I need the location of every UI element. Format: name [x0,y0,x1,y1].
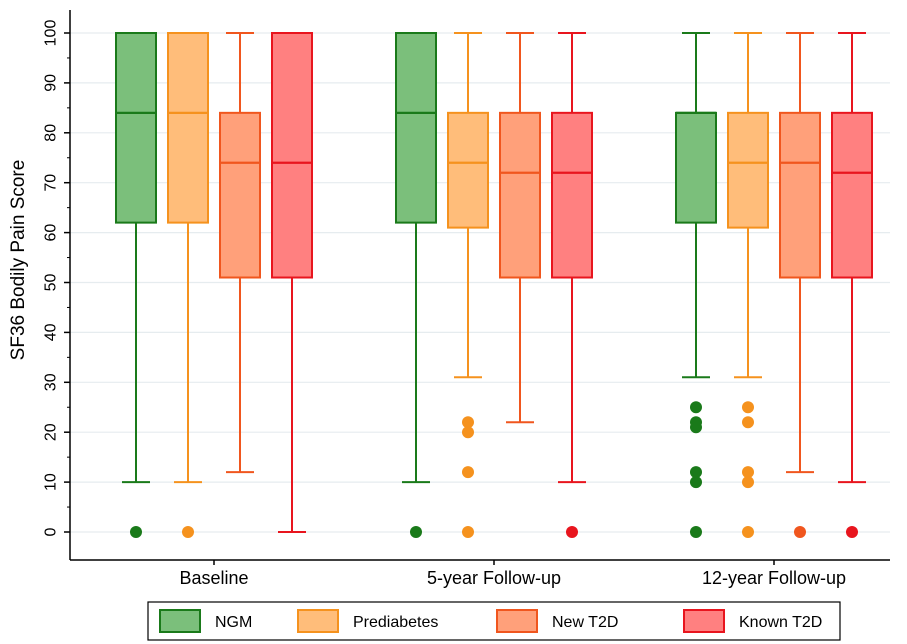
legend-item: Known T2D [683,609,822,633]
y-tick-label: 100 [43,20,60,47]
outlier-point [846,526,858,538]
legend-item: New T2D [496,609,618,633]
y-tick-label: 40 [43,323,60,341]
outlier-point [742,526,754,538]
box-ngm [395,32,437,538]
box-new-t2d [779,32,821,538]
legend-swatch [159,609,201,633]
box-iqr [447,111,489,229]
y-tick-label: 60 [43,224,60,242]
y-tick-label: 10 [43,473,60,491]
box-known-t2d [551,32,593,538]
legend-item: Prediabetes [297,609,438,633]
box-iqr [219,111,261,279]
box-iqr [727,111,769,229]
box-iqr [499,111,541,279]
y-tick-label: 70 [43,174,60,192]
box-iqr [831,111,873,279]
x-category-label: 12-year Follow-up [702,568,846,588]
box-iqr [271,32,313,279]
legend-item: NGM [159,609,252,633]
x-category-label: 5-year Follow-up [427,568,561,588]
outlier-point [462,526,474,538]
box-iqr [675,111,717,224]
outlier-point [742,466,754,479]
outlier-point [462,466,474,479]
legend-label: New T2D [552,614,618,631]
outlier-point [690,401,702,414]
outlier-point [130,526,142,538]
y-tick-label: 80 [43,124,60,142]
outlier-point [410,526,422,538]
y-tick-label: 30 [43,373,60,391]
legend-label: NGM [215,614,252,631]
outlier-point [690,416,702,429]
legend-swatch [297,609,339,633]
outlier-point [742,401,754,414]
box-prediabetes [727,32,769,538]
box-iqr [167,32,209,224]
y-axis-title: SF36 Bodily Pain Score [8,160,29,361]
axes: SF36 Bodily Pain Score 0 10 20 30 40 50 60 70 80… [8,10,890,588]
outlier-point [690,526,702,538]
box-known-t2d [271,32,313,533]
outlier-point [742,476,754,489]
outlier-point [566,526,578,538]
outlier-point [794,526,806,538]
box-iqr [779,111,821,279]
box-new-t2d [499,32,541,424]
legend-label: Prediabetes [353,614,438,631]
outlier-point [690,476,702,489]
outlier-point [690,466,702,479]
y-tick-label: 90 [43,74,60,92]
outlier-point [462,426,474,439]
box-prediabetes [167,32,209,538]
box-prediabetes [447,32,489,538]
legend-swatch [496,609,538,633]
legend-label: Known T2D [739,614,822,631]
x-category-label: Baseline [179,568,248,588]
plot-area [115,32,873,538]
y-tick-label: 0 [43,527,60,536]
outlier-point [742,416,754,429]
outlier-point [462,416,474,429]
box-known-t2d [831,32,873,538]
y-tick-label: 20 [43,423,60,441]
outlier-point [182,526,194,538]
box-new-t2d [219,32,261,474]
box-ngm [675,32,717,538]
legend-swatch [683,609,725,633]
legend: NGM Prediabetes New T2D Known T2D [147,601,841,641]
box-iqr [115,32,157,224]
box-iqr [395,32,437,224]
y-tick-label: 50 [43,274,60,292]
box-ngm [115,32,157,538]
box-iqr [551,111,593,279]
